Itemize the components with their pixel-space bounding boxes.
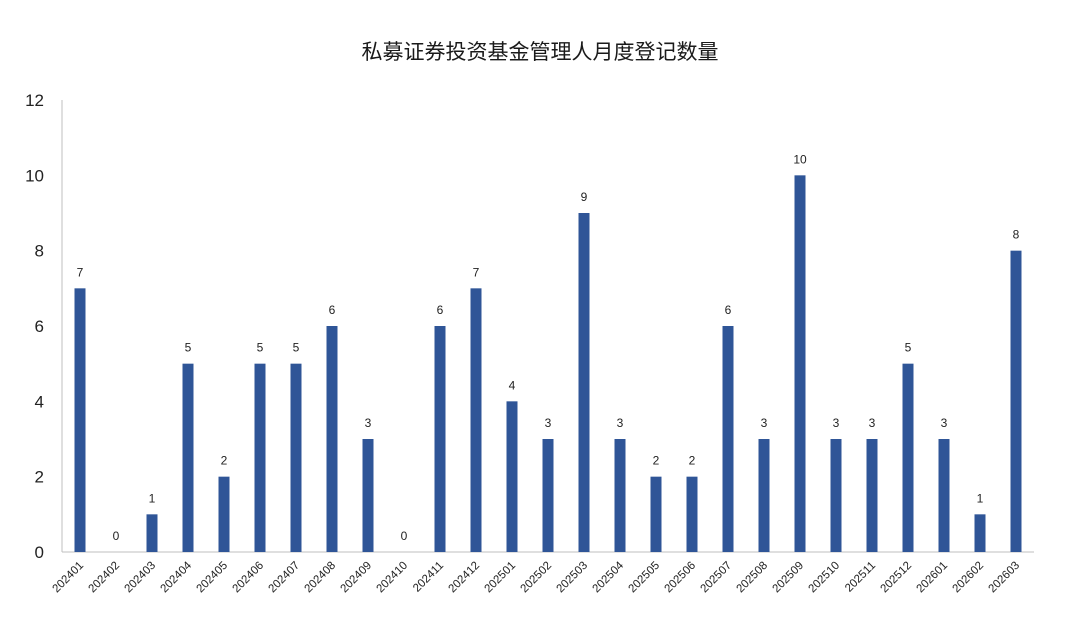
data-label: 3 bbox=[941, 416, 948, 430]
bar bbox=[290, 363, 302, 552]
y-tick-label: 6 bbox=[35, 317, 44, 336]
x-tick-label: 202405 bbox=[195, 560, 231, 596]
data-label: 4 bbox=[509, 378, 516, 392]
bar bbox=[578, 213, 590, 552]
bar bbox=[218, 476, 230, 552]
data-label: 3 bbox=[365, 416, 372, 430]
data-label: 6 bbox=[725, 303, 732, 317]
bar bbox=[794, 175, 806, 553]
data-label: 6 bbox=[329, 303, 336, 317]
data-label: 5 bbox=[293, 341, 300, 355]
bar bbox=[470, 288, 482, 552]
x-tick-label: 202512 bbox=[879, 560, 915, 596]
bar bbox=[1010, 250, 1022, 552]
bar bbox=[326, 326, 338, 552]
bar bbox=[74, 288, 86, 552]
x-tick-label: 202501 bbox=[483, 560, 519, 596]
data-label: 10 bbox=[793, 152, 807, 166]
data-label: 3 bbox=[761, 416, 768, 430]
x-tick-label: 202511 bbox=[843, 560, 878, 595]
bar bbox=[974, 514, 986, 552]
data-label: 1 bbox=[149, 491, 156, 505]
x-tick-label: 202508 bbox=[735, 560, 771, 596]
chart-title: 私募证券投资基金管理人月度登记数量 bbox=[361, 40, 719, 64]
x-tick-label: 202412 bbox=[447, 560, 483, 596]
data-label: 0 bbox=[401, 529, 408, 543]
x-tick-label: 202509 bbox=[771, 560, 807, 596]
bar bbox=[182, 363, 194, 552]
bar bbox=[830, 439, 842, 552]
x-tick-label: 202507 bbox=[699, 560, 735, 596]
data-label: 0 bbox=[113, 529, 120, 543]
bar bbox=[650, 476, 662, 552]
data-label: 5 bbox=[257, 341, 264, 355]
x-tick-label: 202602 bbox=[951, 560, 987, 596]
x-tick-label: 202407 bbox=[267, 560, 303, 596]
data-label: 2 bbox=[653, 454, 660, 468]
y-tick-label: 4 bbox=[35, 392, 44, 411]
bar bbox=[506, 401, 518, 552]
bar bbox=[434, 326, 446, 552]
x-tick-label: 202504 bbox=[591, 559, 627, 595]
bar bbox=[758, 439, 770, 552]
bar bbox=[686, 476, 698, 552]
data-label: 7 bbox=[77, 265, 84, 279]
bar bbox=[542, 439, 554, 552]
data-label: 2 bbox=[221, 454, 228, 468]
bar bbox=[146, 514, 158, 552]
bar bbox=[902, 363, 914, 552]
y-tick-label: 10 bbox=[25, 166, 44, 185]
x-tick-label: 202409 bbox=[339, 560, 375, 596]
x-tick-label: 202601 bbox=[915, 560, 951, 596]
data-label: 2 bbox=[689, 454, 696, 468]
x-tick-label: 202503 bbox=[555, 560, 591, 596]
x-tick-label: 202411 bbox=[411, 560, 446, 595]
data-label: 6 bbox=[437, 303, 444, 317]
x-tick-label: 202408 bbox=[303, 560, 339, 596]
y-tick-label: 0 bbox=[35, 543, 44, 562]
x-tick-label: 202502 bbox=[519, 560, 555, 596]
x-tick-label: 202505 bbox=[627, 560, 663, 596]
x-tick-label: 202403 bbox=[123, 560, 159, 596]
data-label: 5 bbox=[905, 341, 912, 355]
data-label: 9 bbox=[581, 190, 588, 204]
bar bbox=[938, 439, 950, 552]
bar bbox=[866, 439, 878, 552]
y-tick-label: 12 bbox=[25, 91, 44, 110]
x-tick-label: 202401 bbox=[51, 560, 87, 596]
data-label: 3 bbox=[833, 416, 840, 430]
data-label: 3 bbox=[869, 416, 876, 430]
data-label: 7 bbox=[473, 265, 480, 279]
x-tick-label: 202603 bbox=[987, 560, 1023, 596]
y-tick-label: 8 bbox=[35, 242, 44, 261]
data-label: 8 bbox=[1013, 228, 1020, 242]
data-label: 3 bbox=[617, 416, 624, 430]
x-tick-label: 202404 bbox=[159, 559, 195, 595]
x-tick-label: 202410 bbox=[375, 560, 411, 596]
bar bbox=[362, 439, 374, 552]
y-tick-label: 2 bbox=[35, 468, 44, 487]
x-tick-label: 202510 bbox=[807, 560, 843, 596]
data-label: 5 bbox=[185, 341, 192, 355]
bar bbox=[722, 326, 734, 552]
bar bbox=[614, 439, 626, 552]
bar bbox=[254, 363, 266, 552]
x-tick-label: 202402 bbox=[87, 560, 123, 596]
x-tick-label: 202406 bbox=[231, 560, 267, 596]
data-label: 3 bbox=[545, 416, 552, 430]
x-tick-label: 202506 bbox=[663, 560, 699, 596]
data-label: 1 bbox=[977, 491, 984, 505]
